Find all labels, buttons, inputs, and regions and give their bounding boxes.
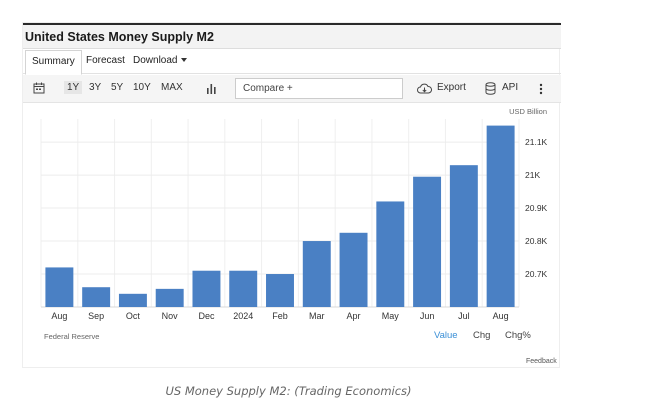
x-tick-label: Sep — [88, 311, 104, 321]
more-vertical-icon[interactable] — [539, 83, 543, 95]
grid-layer — [40, 119, 520, 308]
range-10y-button[interactable]: 10Y — [133, 82, 151, 93]
api-button[interactable]: API — [502, 82, 519, 93]
view-value-button[interactable]: Value — [434, 330, 458, 341]
x-tick-label: 2024 — [233, 311, 253, 321]
x-tick-label: Mar — [309, 311, 325, 321]
x-tick-label: Aug — [51, 311, 67, 321]
figure-caption: US Money Supply M2: (Trading Economics) — [165, 384, 412, 398]
cloud-download-icon[interactable] — [417, 83, 432, 94]
tab-download-label: Download — [133, 55, 178, 66]
tab-summary[interactable]: Summary — [25, 50, 82, 75]
bar[interactable] — [376, 201, 405, 307]
bar[interactable] — [266, 274, 294, 307]
compare-input[interactable]: Compare + — [235, 78, 403, 99]
page-title: United States Money Supply M2 — [25, 30, 214, 44]
y-tick-label: 20.7K — [525, 269, 548, 279]
bar-layer — [45, 125, 515, 307]
x-tick-label: Aug — [493, 311, 509, 321]
view-chg-button[interactable]: Chg — [473, 330, 491, 341]
bar[interactable] — [302, 241, 331, 307]
bar[interactable] — [486, 125, 515, 307]
x-tick-label: Nov — [162, 311, 179, 321]
x-tick-label: Dec — [198, 311, 215, 321]
y-tick-label: 20.9K — [525, 203, 548, 213]
tab-download[interactable]: Download — [127, 50, 193, 74]
chart-widget: United States Money Supply M2 Summary Fo… — [22, 22, 561, 368]
bar[interactable] — [82, 287, 111, 307]
bar-chart-icon[interactable] — [206, 83, 217, 94]
source-label: Federal Reserve — [44, 332, 100, 341]
bar[interactable] — [45, 267, 74, 307]
feedback-link[interactable]: Feedback — [526, 358, 557, 365]
x-tick-label: Jul — [458, 311, 470, 321]
y-tick-label: 21K — [525, 170, 540, 180]
bar-chart: USD Billion 20.7K 20.8K 20.9K 21K 21.1K Aug Se… — [40, 107, 548, 321]
x-tick-label: Oct — [126, 311, 141, 321]
bar[interactable] — [413, 176, 442, 307]
x-tick-label: Feb — [272, 311, 288, 321]
tab-forecast[interactable]: Forecast — [86, 55, 125, 66]
tab-bar: Summary Forecast Download — [23, 50, 561, 75]
range-max-button[interactable]: MAX — [161, 82, 183, 93]
bar[interactable] — [229, 270, 258, 307]
export-button[interactable]: Export — [437, 82, 466, 93]
unit-label: USD Billion — [509, 107, 547, 116]
title-bar: United States Money Supply M2 — [23, 23, 561, 49]
range-5y-button[interactable]: 5Y — [111, 82, 124, 93]
bar[interactable] — [449, 165, 478, 307]
range-1y-button[interactable]: 1Y — [64, 81, 83, 94]
database-icon[interactable] — [485, 82, 496, 95]
calendar-icon[interactable] — [33, 82, 45, 94]
x-tick-label: Jun — [420, 311, 435, 321]
bar[interactable] — [339, 232, 368, 307]
range-3y-button[interactable]: 3Y — [89, 82, 102, 93]
label-layer: 20.7K 20.8K 20.9K 21K 21.1K Aug Sep Oct Nov Dec 20… — [51, 137, 547, 321]
x-tick-label: Apr — [347, 311, 361, 321]
x-tick-label: May — [382, 311, 400, 321]
toolbar: 1Y 3Y 5Y 10Y MAX Compare + Export API — [23, 75, 561, 103]
bar[interactable] — [155, 288, 184, 307]
bar[interactable] — [118, 293, 147, 307]
view-chg-pct-button[interactable]: Chg% — [505, 330, 531, 341]
bar[interactable] — [192, 270, 221, 307]
y-tick-label: 20.8K — [525, 236, 548, 246]
y-tick-label: 21.1K — [525, 137, 548, 147]
chevron-down-icon — [181, 58, 188, 63]
